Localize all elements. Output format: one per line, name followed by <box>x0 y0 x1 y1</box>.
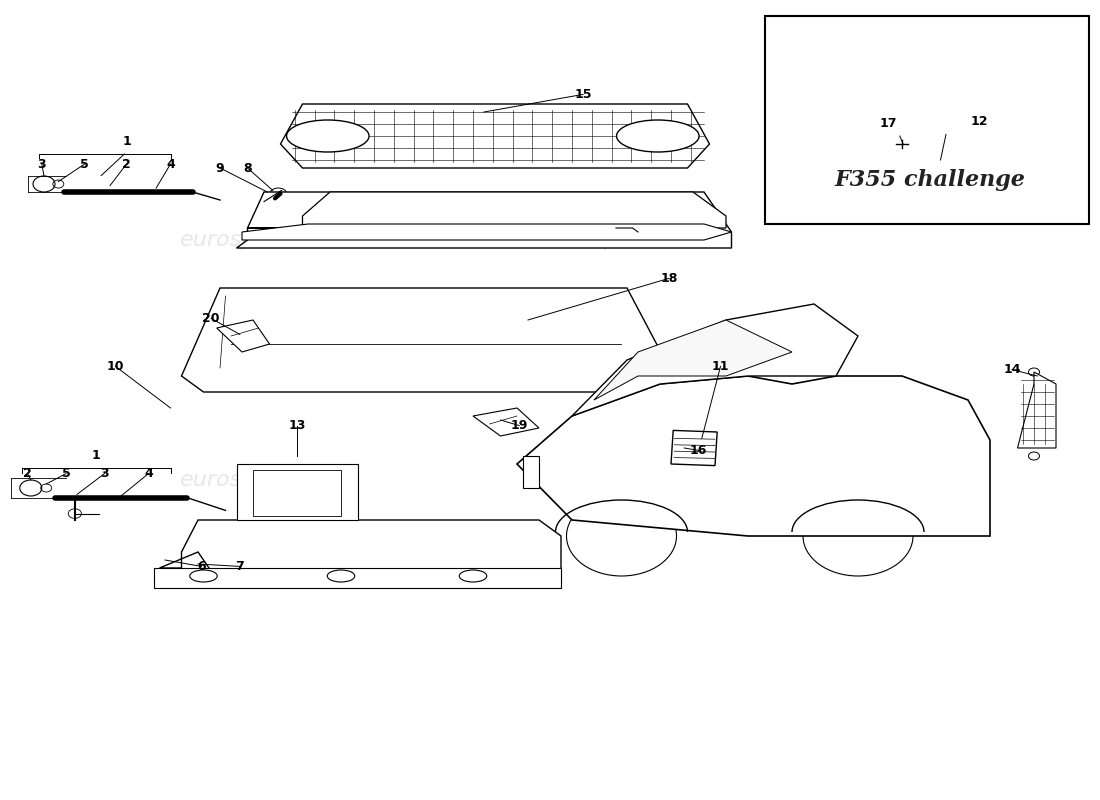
Polygon shape <box>154 568 561 588</box>
Polygon shape <box>522 456 539 488</box>
Text: eurospares: eurospares <box>179 230 305 250</box>
Text: 6: 6 <box>197 560 206 573</box>
Ellipse shape <box>328 570 354 582</box>
Text: eurospares: eurospares <box>179 470 305 490</box>
Polygon shape <box>473 408 539 436</box>
Text: 8: 8 <box>243 162 252 174</box>
Polygon shape <box>182 288 682 392</box>
Polygon shape <box>242 224 732 240</box>
Text: 9: 9 <box>216 162 224 174</box>
Polygon shape <box>236 192 732 248</box>
Text: 12: 12 <box>970 115 988 128</box>
Polygon shape <box>517 376 990 536</box>
Text: 5: 5 <box>80 158 89 170</box>
Text: 10: 10 <box>107 360 124 373</box>
Text: 20: 20 <box>202 312 220 325</box>
Text: 13: 13 <box>288 419 306 432</box>
Text: 5: 5 <box>62 467 70 480</box>
Text: 2: 2 <box>122 158 131 170</box>
Ellipse shape <box>189 570 218 582</box>
Ellipse shape <box>286 120 370 152</box>
Bar <box>764 16 1089 224</box>
Polygon shape <box>572 304 858 416</box>
Text: F355 challenge: F355 challenge <box>834 169 1025 191</box>
Text: 19: 19 <box>510 419 528 432</box>
Ellipse shape <box>616 120 700 152</box>
Text: 4: 4 <box>144 467 153 480</box>
Text: 2: 2 <box>23 467 32 480</box>
Text: 1: 1 <box>91 450 100 462</box>
Bar <box>253 470 341 516</box>
Text: 1: 1 <box>122 135 131 148</box>
Text: 4: 4 <box>166 158 175 170</box>
Bar <box>236 464 358 520</box>
Text: 3: 3 <box>100 467 109 480</box>
Polygon shape <box>248 192 726 228</box>
Polygon shape <box>280 104 710 168</box>
Text: 7: 7 <box>235 560 244 573</box>
Text: eurospares: eurospares <box>542 230 668 250</box>
Text: 14: 14 <box>1003 363 1021 376</box>
Text: eurospares: eurospares <box>542 470 668 490</box>
Text: 3: 3 <box>37 158 46 170</box>
Polygon shape <box>671 430 717 466</box>
Ellipse shape <box>460 570 486 582</box>
Polygon shape <box>1018 372 1056 448</box>
Polygon shape <box>160 520 561 584</box>
Text: 17: 17 <box>880 117 898 130</box>
Text: 16: 16 <box>690 444 707 457</box>
Text: 11: 11 <box>712 360 729 373</box>
Polygon shape <box>594 320 792 400</box>
Text: 15: 15 <box>574 88 592 101</box>
Polygon shape <box>217 320 270 352</box>
Text: 18: 18 <box>660 272 678 285</box>
